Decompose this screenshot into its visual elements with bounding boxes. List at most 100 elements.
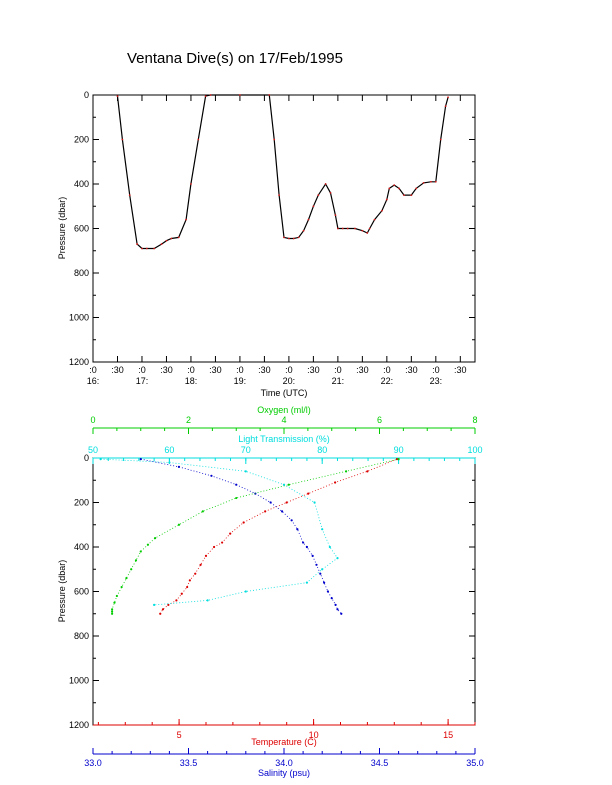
transmission-tick-label: 100 bbox=[467, 445, 482, 455]
salinity-point bbox=[235, 483, 238, 486]
salinity-tick-label: 34.5 bbox=[371, 758, 389, 768]
salinity-axis-label: Salinity (psu) bbox=[258, 768, 310, 778]
temperature-axis-label: Temperature (C) bbox=[251, 737, 317, 747]
x-tick-label-minute: :30 bbox=[454, 365, 467, 375]
y-tick-label: 800 bbox=[74, 631, 89, 641]
temperature-point bbox=[264, 510, 267, 513]
dive-trace-point bbox=[121, 138, 124, 141]
dive-trace-point bbox=[283, 236, 285, 239]
light-transmission-point bbox=[244, 590, 247, 593]
dive-trace-point bbox=[312, 205, 315, 208]
oxygen-point bbox=[235, 496, 238, 500]
temperature-point bbox=[229, 532, 232, 535]
temperature-point bbox=[285, 501, 288, 504]
transmission-tick-label: 80 bbox=[317, 445, 327, 455]
oxygen-point bbox=[134, 559, 138, 562]
oxygen-point bbox=[139, 550, 142, 553]
oxygen-point bbox=[113, 601, 116, 604]
salinity-tick-label: 34.0 bbox=[275, 758, 293, 768]
x-tick-label-minute: :30 bbox=[160, 365, 173, 375]
temperature-tick-label: 5 bbox=[177, 730, 182, 740]
transmission-axis: 50 60 70 80 90 100 bbox=[88, 445, 483, 464]
dive-trace-point bbox=[297, 236, 300, 239]
x-tick-label-hour: 21: bbox=[332, 376, 345, 386]
oxygen-point bbox=[397, 458, 400, 461]
temperature-point bbox=[334, 481, 337, 484]
dive-trace-point bbox=[165, 239, 168, 242]
temperature-axis: 5 10 15 bbox=[93, 719, 476, 740]
dive-trace-point bbox=[128, 194, 131, 197]
dive-trace-point bbox=[239, 94, 241, 96]
light-transmission-point bbox=[206, 599, 209, 602]
light-transmission-point bbox=[321, 528, 324, 531]
oxygen-point bbox=[120, 585, 123, 589]
dive-trace-point bbox=[388, 187, 391, 190]
x-tick-label-minute: :0 bbox=[383, 365, 391, 375]
salinity-point bbox=[340, 612, 343, 615]
plot2-y-label: Pressure (dbar) bbox=[57, 560, 67, 623]
temperature-point bbox=[180, 592, 183, 595]
salinity-point bbox=[319, 572, 322, 575]
dive-trace-point bbox=[197, 138, 200, 141]
temperature-point bbox=[221, 541, 224, 544]
salinity-tick-label: 35.0 bbox=[466, 758, 484, 768]
temperature-point bbox=[212, 545, 216, 549]
temperature-point bbox=[161, 608, 165, 611]
oxygen-point bbox=[153, 537, 157, 540]
light-transmission-point bbox=[321, 568, 324, 571]
dive-trace-point bbox=[324, 183, 327, 185]
dive-trace-point bbox=[145, 247, 148, 250]
y-tick-label: 1200 bbox=[69, 357, 89, 367]
dive-trace-point bbox=[385, 198, 388, 201]
dive-trace-point bbox=[204, 95, 207, 98]
light-transmission-point bbox=[153, 603, 156, 606]
salinity-profile bbox=[140, 458, 342, 615]
dive-trace-point bbox=[336, 227, 339, 230]
salinity-point bbox=[177, 465, 181, 468]
dive-trace-point bbox=[334, 214, 337, 217]
plot2-frame bbox=[92, 457, 476, 726]
transmission-tick-label: 90 bbox=[394, 445, 404, 455]
oxygen-tick-label: 4 bbox=[281, 415, 286, 425]
plot1-x-label: Time (UTC) bbox=[261, 388, 308, 398]
temperature-point bbox=[167, 603, 170, 606]
temperature-point bbox=[175, 599, 178, 602]
salinity-point bbox=[139, 458, 142, 461]
dive-trace-point bbox=[292, 237, 295, 240]
oxygen-point bbox=[115, 594, 118, 598]
dive-trace-point bbox=[177, 236, 180, 239]
dive-trace-point bbox=[278, 194, 281, 197]
dive-trace-point bbox=[373, 218, 376, 221]
light-transmission-profile bbox=[100, 458, 339, 606]
dive-trace-point bbox=[381, 209, 383, 212]
oxygen-tick-label: 2 bbox=[186, 415, 191, 425]
salinity-point bbox=[336, 608, 339, 611]
x-tick-label-hour: 16: bbox=[87, 376, 100, 386]
y-tick-label: 200 bbox=[74, 498, 89, 508]
salinity-tick-label: 33.0 bbox=[84, 758, 102, 768]
salinity-point bbox=[280, 510, 284, 513]
dive-trace-point bbox=[444, 105, 447, 108]
dive-trace-point bbox=[410, 194, 413, 197]
dive-trace-point bbox=[368, 227, 371, 230]
x-tick-label-hour: 23: bbox=[430, 376, 443, 386]
salinity-point bbox=[323, 581, 326, 584]
y-tick-label: 600 bbox=[74, 224, 89, 234]
y-tick-label: 0 bbox=[84, 90, 89, 100]
dive-trace-point bbox=[430, 180, 432, 183]
dive-trace-line bbox=[116, 94, 449, 250]
salinity-axis: 33.0 33.5 34.0 34.5 35.0 bbox=[84, 748, 484, 768]
oxygen-point bbox=[111, 610, 114, 613]
transmission-tick-label: 60 bbox=[164, 445, 174, 455]
temperature-point bbox=[307, 492, 310, 495]
light-transmission-point bbox=[244, 470, 247, 473]
x-tick-label-hour: 17: bbox=[136, 376, 149, 386]
plot2-y-axis: 0 200 400 600 800 1000 1200 bbox=[69, 453, 475, 730]
salinity-point bbox=[326, 590, 330, 593]
y-tick-label: 800 bbox=[74, 268, 89, 278]
temperature-tick-label: 10 bbox=[309, 730, 319, 740]
salinity-point bbox=[290, 519, 293, 522]
transmission-tick-label: 50 bbox=[88, 445, 98, 455]
temperature-point bbox=[204, 554, 208, 557]
plot1-series bbox=[116, 94, 449, 250]
